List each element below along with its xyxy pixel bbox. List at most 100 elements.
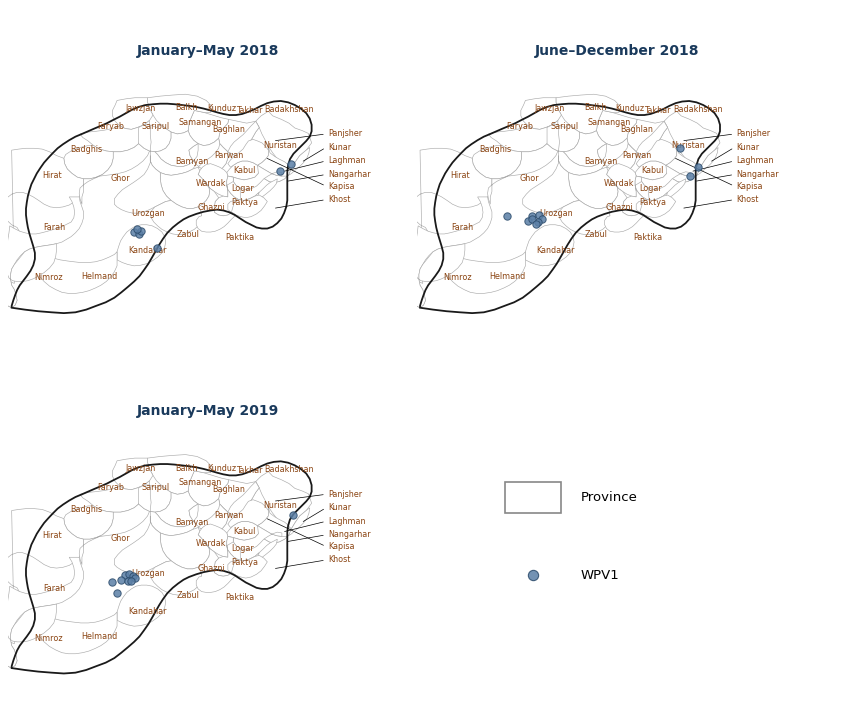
Polygon shape xyxy=(113,98,153,130)
Text: Laghman: Laghman xyxy=(737,157,774,165)
Point xyxy=(526,569,540,581)
Text: Jawzjan: Jawzjan xyxy=(534,104,564,113)
Text: Laghman: Laghman xyxy=(328,517,365,526)
Polygon shape xyxy=(521,98,562,130)
Point xyxy=(127,226,141,238)
Text: Kunduz: Kunduz xyxy=(616,104,645,113)
Polygon shape xyxy=(258,508,310,543)
Title: January–May 2019: January–May 2019 xyxy=(137,404,280,419)
Polygon shape xyxy=(115,516,171,574)
Polygon shape xyxy=(226,521,260,540)
Point xyxy=(126,570,140,582)
Polygon shape xyxy=(3,604,56,668)
Text: Farah: Farah xyxy=(43,584,66,593)
Point xyxy=(121,575,135,587)
Polygon shape xyxy=(547,124,579,152)
Text: Kabul: Kabul xyxy=(233,166,255,175)
Polygon shape xyxy=(258,148,310,183)
Text: Logar: Logar xyxy=(639,183,662,192)
Text: Paktya: Paktya xyxy=(232,198,258,207)
Text: Kunduz: Kunduz xyxy=(207,104,237,113)
Text: Panjsher: Panjsher xyxy=(328,490,362,499)
Text: Takhar: Takhar xyxy=(236,467,262,475)
Polygon shape xyxy=(640,195,675,218)
Point xyxy=(531,216,545,228)
Polygon shape xyxy=(79,120,151,205)
Text: Panjsher: Panjsher xyxy=(328,130,362,138)
Polygon shape xyxy=(147,454,212,494)
Text: Kapisa: Kapisa xyxy=(328,542,354,551)
Polygon shape xyxy=(160,167,210,208)
Text: Nangarhar: Nangarhar xyxy=(737,170,779,179)
Polygon shape xyxy=(139,124,198,175)
Polygon shape xyxy=(150,200,201,234)
Text: Nuristan: Nuristan xyxy=(672,141,706,150)
Text: Wardak: Wardak xyxy=(195,179,226,188)
Polygon shape xyxy=(3,197,83,308)
Text: Faryab: Faryab xyxy=(506,122,533,131)
Text: Kunduz: Kunduz xyxy=(207,464,237,473)
Polygon shape xyxy=(188,111,229,146)
Text: Jawzjan: Jawzjan xyxy=(125,464,156,473)
Polygon shape xyxy=(411,149,492,283)
Polygon shape xyxy=(80,124,144,152)
Polygon shape xyxy=(228,482,259,517)
Text: Badghis: Badghis xyxy=(71,505,103,515)
Polygon shape xyxy=(445,252,525,293)
Text: Kunar: Kunar xyxy=(328,503,351,513)
Text: Logar: Logar xyxy=(231,183,253,192)
Polygon shape xyxy=(3,509,83,644)
Text: Faryab: Faryab xyxy=(98,483,125,491)
Polygon shape xyxy=(79,480,151,565)
Point xyxy=(134,226,147,237)
Text: Kandahar: Kandahar xyxy=(128,607,167,616)
Polygon shape xyxy=(258,508,290,543)
Text: Zabul: Zabul xyxy=(177,590,200,600)
Text: Bamyan: Bamyan xyxy=(175,518,209,526)
Text: Nuristan: Nuristan xyxy=(264,141,297,150)
Polygon shape xyxy=(147,94,212,134)
Polygon shape xyxy=(233,165,282,189)
Polygon shape xyxy=(228,192,259,214)
Text: Takhar: Takhar xyxy=(644,106,670,115)
Point xyxy=(274,165,287,176)
Text: Farah: Farah xyxy=(43,223,66,232)
Text: Jawzjan: Jawzjan xyxy=(125,104,156,113)
Text: Logar: Logar xyxy=(231,544,253,553)
Text: Bamyan: Bamyan xyxy=(175,157,209,166)
Polygon shape xyxy=(666,148,699,183)
Polygon shape xyxy=(606,143,637,172)
Text: Wardak: Wardak xyxy=(604,179,634,188)
Polygon shape xyxy=(196,540,236,593)
Text: Takhar: Takhar xyxy=(236,106,262,115)
Polygon shape xyxy=(563,131,606,167)
Polygon shape xyxy=(113,458,153,490)
Point xyxy=(114,574,127,585)
Polygon shape xyxy=(196,180,236,232)
Title: June–December 2018: June–December 2018 xyxy=(535,44,699,58)
Text: Khost: Khost xyxy=(737,195,759,204)
Text: Baghlan: Baghlan xyxy=(621,125,653,134)
Polygon shape xyxy=(198,143,228,172)
Text: Ghazni: Ghazni xyxy=(197,563,225,573)
Text: Baghlan: Baghlan xyxy=(212,486,245,494)
Text: Laghman: Laghman xyxy=(328,157,365,165)
Polygon shape xyxy=(139,124,171,152)
Point xyxy=(521,215,535,227)
Text: Khost: Khost xyxy=(328,195,350,204)
Polygon shape xyxy=(472,146,522,179)
Text: Bamyan: Bamyan xyxy=(584,157,617,166)
Point xyxy=(525,213,539,225)
Polygon shape xyxy=(488,124,552,152)
Polygon shape xyxy=(117,585,166,626)
Text: Helmand: Helmand xyxy=(489,272,525,281)
Polygon shape xyxy=(117,225,166,266)
Polygon shape xyxy=(189,138,228,172)
Polygon shape xyxy=(556,94,621,134)
Text: Paktika: Paktika xyxy=(225,233,254,242)
Polygon shape xyxy=(412,197,492,308)
Polygon shape xyxy=(215,537,238,576)
Polygon shape xyxy=(36,612,117,654)
Polygon shape xyxy=(228,139,269,167)
Polygon shape xyxy=(155,131,198,167)
